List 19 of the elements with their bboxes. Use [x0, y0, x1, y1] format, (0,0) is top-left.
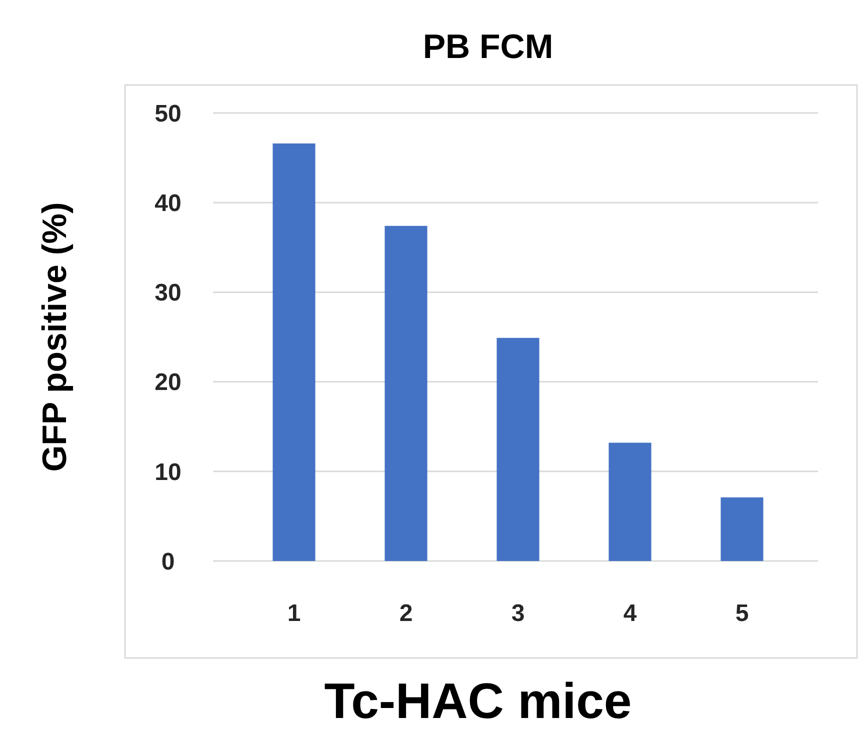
x-axis-title: Tc-HAC mice [324, 673, 632, 729]
x-tick-label: 3 [511, 600, 525, 627]
x-tick-label: 4 [623, 600, 638, 627]
y-tick-label: 50 [154, 100, 182, 128]
chart-title: PB FCM [422, 28, 554, 66]
x-tick-label: 5 [735, 600, 749, 627]
bar [384, 226, 428, 561]
y-tick-label: 30 [154, 280, 182, 307]
x-tick-label: 2 [399, 600, 413, 627]
bar [496, 338, 540, 561]
bar [720, 497, 764, 561]
y-tick-label: 0 [161, 548, 175, 576]
y-tick-label: 40 [154, 190, 182, 217]
bar [608, 442, 652, 561]
x-tick-label: 1 [287, 600, 301, 627]
bar [272, 143, 316, 561]
y-axis-title: GFP positive (%) [36, 202, 74, 472]
y-tick-label: 10 [154, 458, 182, 486]
y-tick-label: 20 [154, 369, 182, 396]
